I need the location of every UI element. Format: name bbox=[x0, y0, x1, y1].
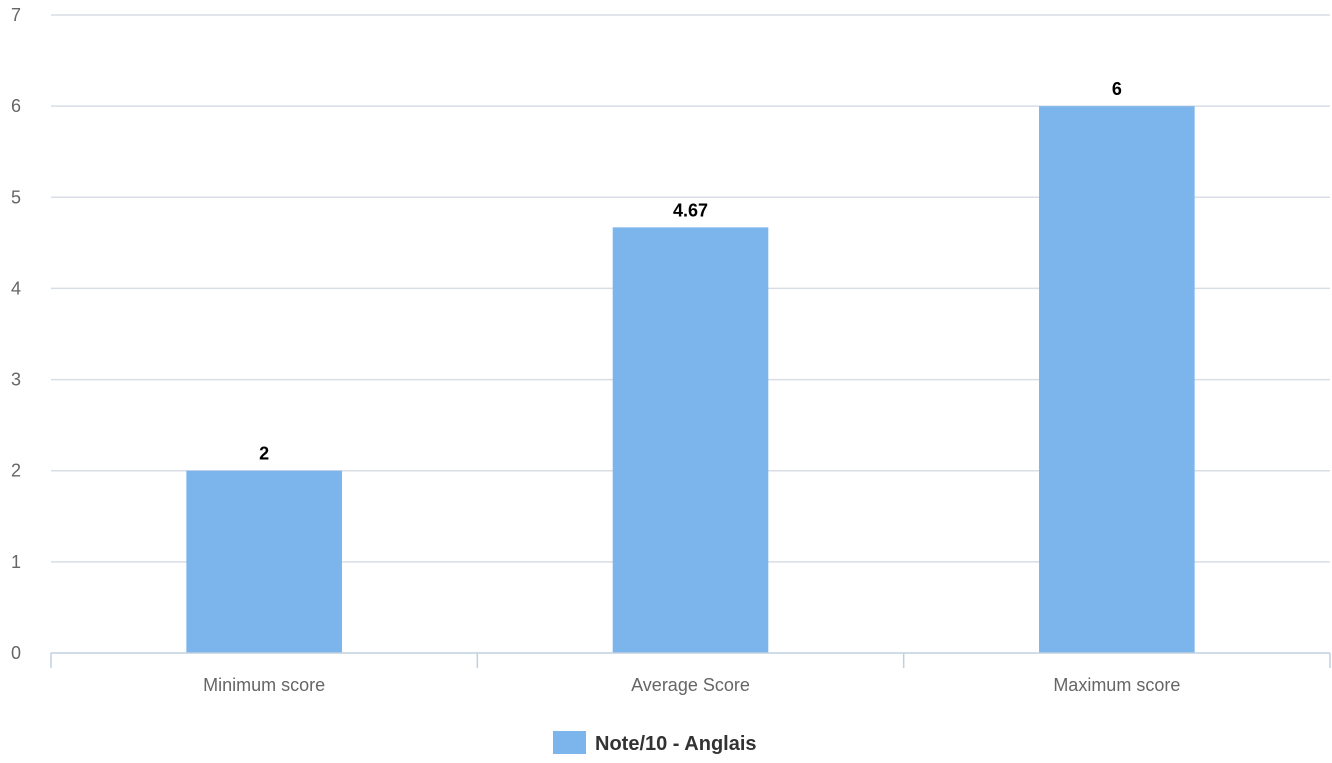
y-tick-label: 0 bbox=[11, 643, 21, 663]
bar[interactable] bbox=[612, 227, 769, 653]
legend[interactable]: Note/10 - Anglais bbox=[553, 731, 757, 755]
y-axis-ticks: 0 1 2 3 4 5 6 7 bbox=[11, 5, 21, 663]
bar[interactable] bbox=[186, 470, 342, 653]
x-tick-label: Average Score bbox=[631, 675, 750, 695]
data-label: 6 bbox=[1112, 79, 1122, 99]
y-tick-label: 1 bbox=[11, 552, 21, 572]
data-label: 2 bbox=[259, 444, 269, 464]
legend-label[interactable]: Note/10 - Anglais bbox=[595, 733, 757, 755]
bar[interactable] bbox=[1039, 106, 1195, 653]
legend-swatch[interactable] bbox=[553, 731, 586, 754]
y-tick-label: 3 bbox=[11, 370, 21, 390]
x-axis: Minimum score Average Score Maximum score bbox=[50, 652, 1331, 695]
y-tick-label: 6 bbox=[11, 96, 21, 116]
y-tick-label: 2 bbox=[11, 461, 21, 481]
y-tick-label: 7 bbox=[11, 5, 21, 25]
y-tick-label: 4 bbox=[11, 278, 21, 298]
x-tick-label: Minimum score bbox=[203, 675, 325, 695]
y-tick-label: 5 bbox=[11, 187, 21, 207]
bars: 2 4.67 6 bbox=[186, 79, 1195, 653]
data-label: 4.67 bbox=[673, 200, 708, 220]
x-tick-label: Maximum score bbox=[1053, 675, 1180, 695]
